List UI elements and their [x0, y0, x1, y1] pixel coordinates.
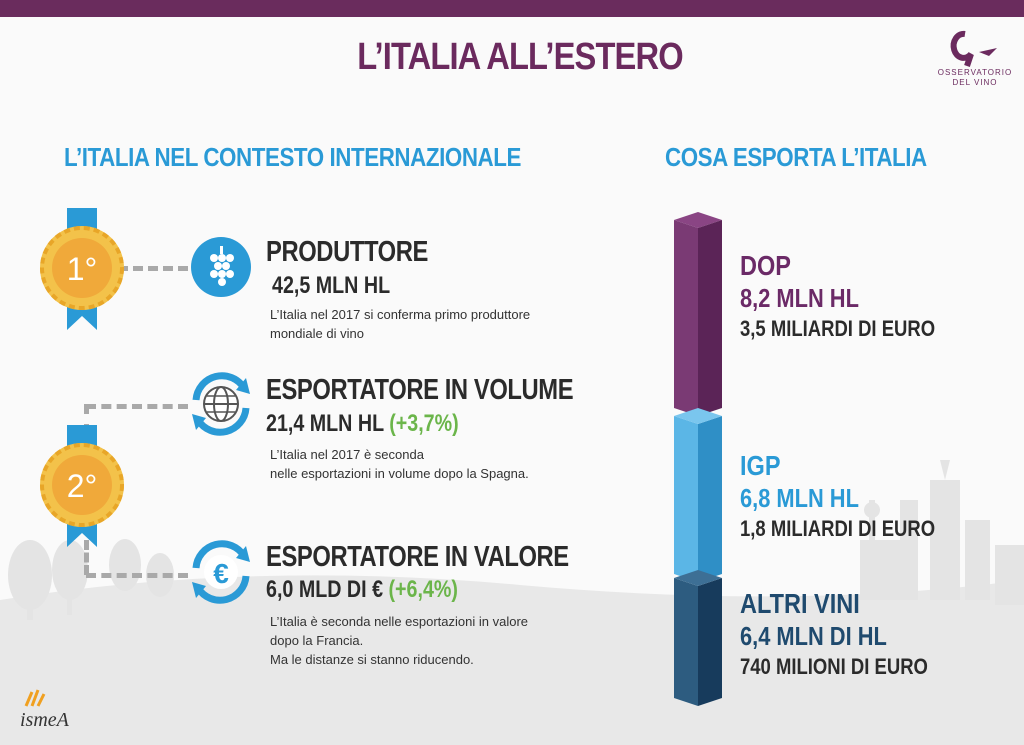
svg-text:€: €: [213, 558, 229, 589]
item-heading-produttore: PRODUTTORE: [266, 236, 428, 268]
item-value-produttore: 42,5 MLN HL: [272, 272, 391, 299]
bar-igp-left: [674, 416, 698, 582]
item-heading-volume: ESPORTATORE IN VOLUME: [266, 374, 574, 406]
wine-logo-icon: [950, 30, 997, 67]
medal-second-label: 2°: [67, 468, 98, 504]
item-desc-valore: L’Italia è seconda nelle esportazioni in…: [270, 614, 529, 667]
right-section-title: COSA ESPORTA L’ITALIA: [665, 142, 927, 172]
segment-altri-vini: ALTRI VINI 6,4 MLN DI HL 740 MILIONI DI …: [740, 588, 928, 679]
item-desc-produttore: L’Italia nel 2017 si conferma primo prod…: [270, 307, 531, 341]
medal-first-icon: 1°: [40, 208, 124, 330]
item-heading-valore: ESPORTATORE IN VALORE: [266, 541, 569, 573]
ismea-logo: ismeA: [20, 688, 69, 732]
bar-altri-right: [698, 578, 722, 706]
osservatorio-logo: OSSERVATORIO DEL VINO: [935, 30, 1015, 88]
item-value-volume: 21,4 MLN HL (+3,7%): [266, 410, 459, 437]
ismea-text: ismeA: [20, 709, 69, 731]
bar-dop-right: [698, 220, 722, 416]
logo-text-line2: DEL VINO: [952, 78, 998, 87]
segment-igp: IGP 6,8 MLN HL 1,8 MILIARDI DI EURO: [740, 450, 936, 541]
bar-igp-right: [698, 416, 722, 582]
medal-first-label: 1°: [67, 251, 98, 287]
connector-line: [84, 540, 89, 575]
item-value-valore: 6,0 MLD DI € (+6,4%): [266, 576, 458, 603]
connector-line: [86, 404, 188, 409]
grapes-icon: [191, 237, 251, 297]
top-bar: [0, 0, 1024, 17]
connector-line: [86, 573, 188, 578]
medal-second-icon: 2°: [40, 425, 124, 547]
page-title: L’ITALIA ALL’ESTERO: [357, 36, 683, 78]
euro-icon: €: [192, 540, 250, 604]
bar-igp-top: [674, 408, 722, 424]
logo-text-line1: OSSERVATORIO: [937, 68, 1013, 77]
connector-line: [118, 266, 188, 271]
segment-dop: DOP 8,2 MLN HL 3,5 MILIARDI DI EURO: [740, 250, 936, 341]
wheat-icon: [24, 689, 46, 707]
connector-line: [84, 404, 89, 434]
export-stacked-bar: [674, 212, 722, 706]
left-section-title: L’ITALIA NEL CONTESTO INTERNAZIONALE: [64, 142, 521, 172]
globe-icon: [192, 372, 250, 436]
item-desc-volume: L’Italia nel 2017 è seconda nelle esport…: [270, 447, 529, 481]
bar-altri-top: [674, 570, 722, 586]
bar-altri-left: [674, 578, 698, 706]
bar-dop-left: [674, 220, 698, 416]
